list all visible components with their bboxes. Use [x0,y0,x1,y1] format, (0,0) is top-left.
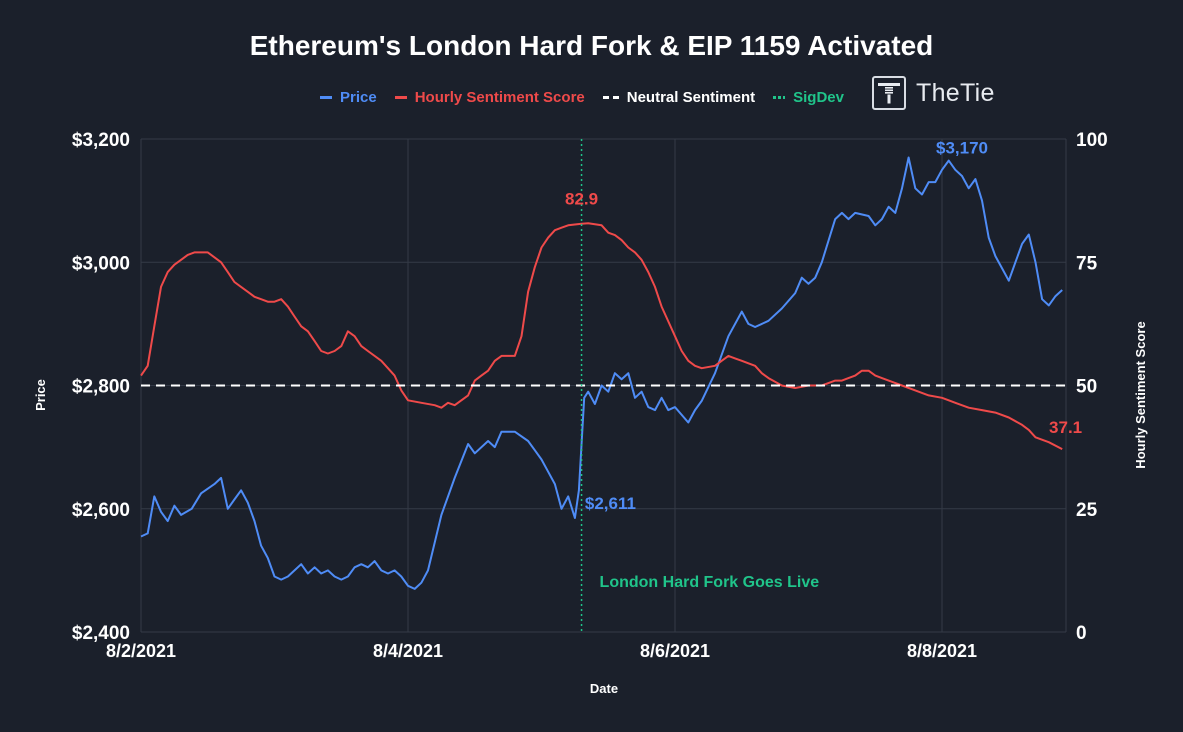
annotation-price-high: $3,170 [936,138,988,157]
brand-name: TheTie [916,78,995,107]
legend-swatch-sigdev [773,95,786,99]
legend-item-sentiment[interactable]: Hourly Sentiment Score [394,88,585,106]
x-axis-title: Date [590,681,618,696]
legend-swatch-sentiment [394,95,407,99]
legend-label-neutral: Neutral Sentiment [626,88,756,106]
legend-swatch-neutral [602,95,619,99]
thetie-logo-icon [872,76,906,110]
legend-label-sentiment: Hourly Sentiment Score [414,88,585,106]
annotation-sentiment-peak: 82.9 [565,189,598,208]
brand-logo: TheTie [872,76,995,110]
legend-label-sigdev: SigDev [793,88,844,106]
annotation-price-low: $2,611 [585,494,636,513]
y-tick-label: $2,800 [72,377,130,398]
chart-title: Ethereum's London Hard Fork & EIP 1159 A… [249,30,934,61]
x-tick-label: 8/2/2021 [106,641,176,661]
y2-tick-label: 100 [1076,130,1108,151]
y2-tick-label: 0 [1076,623,1087,644]
y2-tick-label: 50 [1076,377,1097,398]
legend-item-neutral[interactable]: Neutral Sentiment [602,88,756,106]
y-tick-label: $3,000 [72,253,130,274]
y-axis-title: Price [33,379,48,411]
y-tick-label: $3,200 [72,130,130,151]
y-tick-label: $2,400 [72,623,130,644]
legend-item-price[interactable]: Price [320,89,377,106]
annotation-sigdev-label: London Hard Fork Goes Live [600,574,820,591]
y2-tick-label: 25 [1076,500,1098,521]
x-tick-label: 8/8/2021 [907,641,977,661]
series-line-sentiment [140,222,1063,450]
legend-item-sigdev[interactable]: SigDev [773,89,844,106]
x-tick-label: 8/4/2021 [373,641,443,661]
annotation-sentiment-last: 37.1 [1049,418,1082,437]
series-line-price [140,156,1063,590]
y-tick-label: $2,600 [72,500,130,521]
legend-swatch-price [320,95,332,99]
legend-label-price: Price [340,88,377,106]
chart-legend: Price Hourly Sentiment Score Neutral Sen… [320,87,862,107]
x-tick-label: 8/6/2021 [640,641,710,661]
y2-axis-title: Hourly Sentiment Score [1133,321,1148,468]
y2-tick-label: 75 [1076,253,1098,274]
